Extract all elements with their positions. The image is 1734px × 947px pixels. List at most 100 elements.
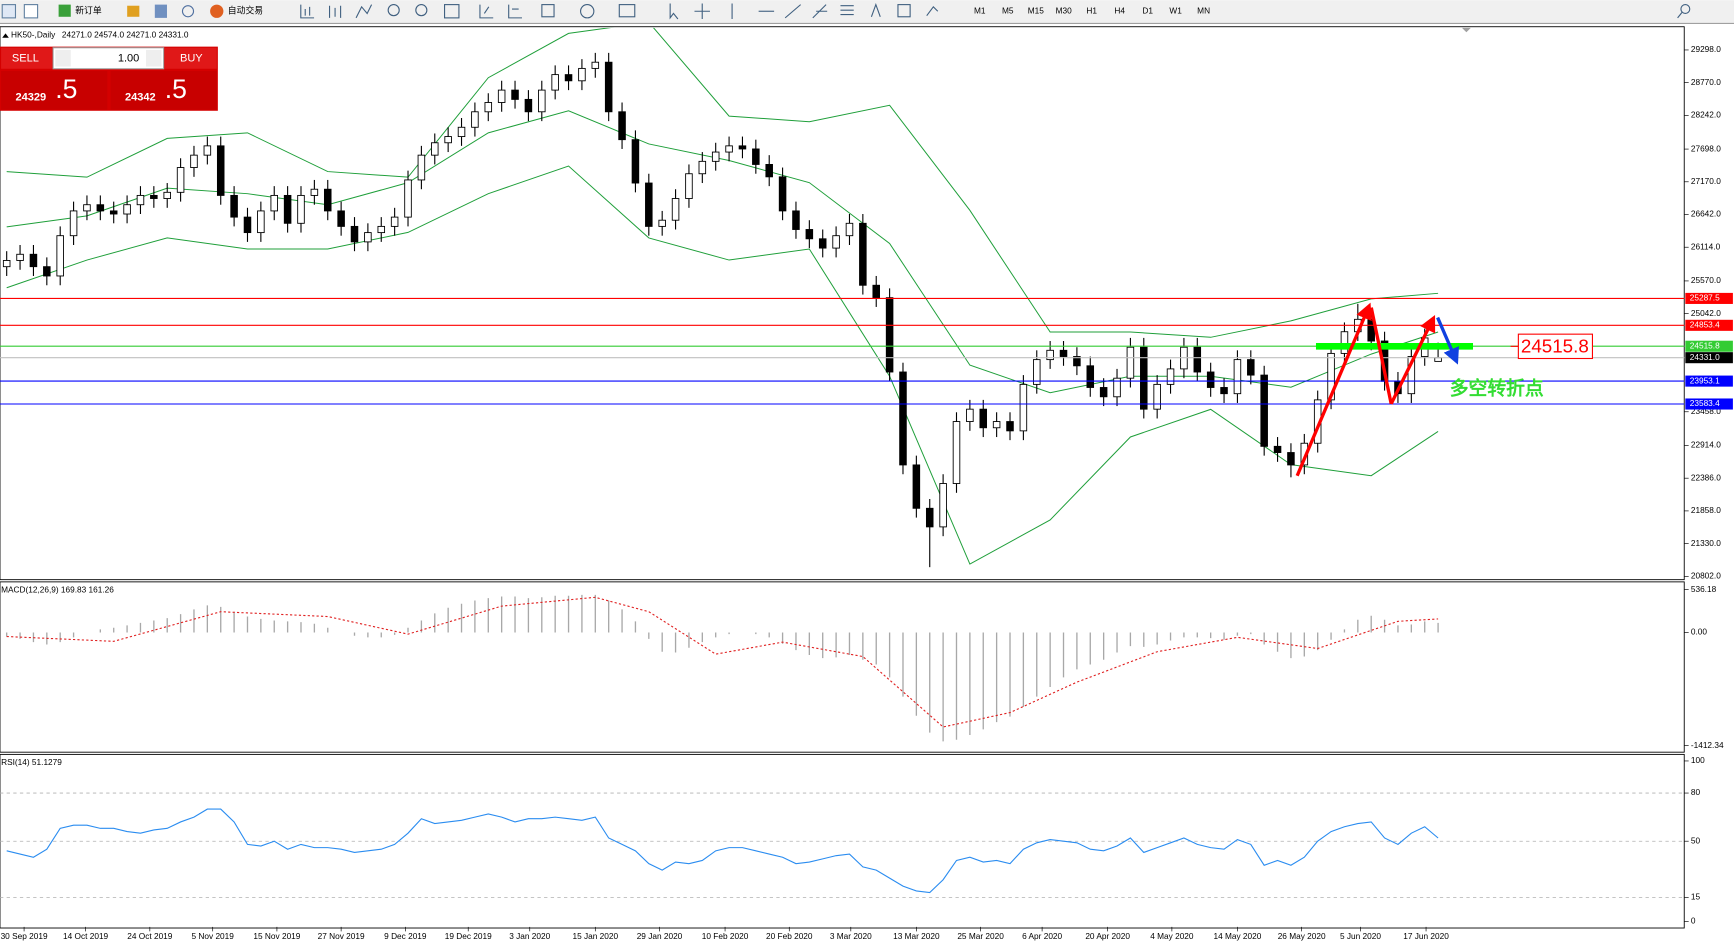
- spin-down[interactable]: [55, 49, 71, 67]
- candle-body: [444, 136, 452, 144]
- timeframe-button[interactable]: M15: [1028, 5, 1045, 15]
- candle-body: [631, 139, 640, 184]
- candle-body: [497, 89, 506, 103]
- candle-body: [899, 371, 907, 466]
- x-tick-label: 5 Jun 2020: [1340, 931, 1381, 941]
- buy-price-box[interactable]: [110, 70, 217, 110]
- candle-body: [805, 229, 814, 240]
- candle-body: [1006, 421, 1014, 432]
- x-tick-label: 19 Dec 2019: [445, 931, 492, 941]
- y-tick-label: 28242.0: [1691, 110, 1721, 120]
- y-tick-label: 25042.0: [1691, 308, 1721, 318]
- sell-price-box[interactable]: [1, 70, 108, 110]
- candle-body: [364, 232, 372, 243]
- level-label: 23953.1: [1690, 375, 1720, 385]
- price-box-label: 24515.8: [1521, 335, 1589, 356]
- candle-body: [511, 89, 519, 100]
- level-label-bg: [1685, 375, 1733, 387]
- timeframes: M1 M5 M15 M30 H1 H4 D1 W1 MN: [974, 5, 1210, 15]
- candle-body: [1220, 387, 1228, 395]
- icon: [479, 4, 494, 19]
- candle-body: [1046, 349, 1054, 361]
- candle-body: [578, 67, 586, 82]
- candle-body: [150, 194, 158, 199]
- candle-body: [564, 74, 573, 82]
- candle-body: [1233, 359, 1242, 395]
- tool-icons[interactable]: [300, 2, 1691, 20]
- timeframe-button[interactable]: M5: [1002, 5, 1014, 15]
- candle-body: [310, 188, 319, 196]
- candle-body: [671, 198, 680, 221]
- icon[interactable]: [154, 4, 167, 18]
- candle-body: [1273, 445, 1282, 453]
- candle-body: [1086, 365, 1095, 388]
- macd-pane: [0, 581, 1685, 753]
- x-tick-label: 10 Feb 2020: [702, 931, 749, 941]
- candle-body: [109, 210, 118, 215]
- candle-body: [551, 74, 559, 91]
- icon: [669, 3, 679, 20]
- icon: [210, 4, 224, 18]
- level-label-bg: [1685, 292, 1733, 304]
- toolbar: [0, 0, 1734, 24]
- x-tick-label: 17 Jun 2020: [1403, 931, 1449, 941]
- x-tick-label: 14 May 2020: [1213, 931, 1261, 941]
- level-label: 23583.4: [1690, 398, 1720, 408]
- plot: [2, 27, 1442, 568]
- icon: [870, 2, 881, 17]
- icon: [541, 4, 555, 18]
- y-tick-label: 50: [1691, 835, 1701, 845]
- icon[interactable]: [181, 5, 195, 18]
- candle-body: [1033, 359, 1041, 385]
- x-tick-label: 30 Sep 2019: [1, 931, 48, 941]
- candle-body: [538, 89, 546, 113]
- timeframe-button[interactable]: H4: [1114, 5, 1125, 15]
- order-panel: SELL 1.00 BUY 24329 .5 24342 .5: [0, 46, 218, 111]
- candle-body: [1059, 349, 1068, 357]
- spin-up[interactable]: [145, 49, 162, 67]
- icon[interactable]: [1, 4, 17, 19]
- new-order-button[interactable]: 新订单: [58, 5, 102, 17]
- y-tick-label: 0.00: [1691, 627, 1708, 637]
- level-label: 24331.0: [1690, 352, 1720, 362]
- candle-body: [698, 160, 707, 175]
- candle-body: [457, 126, 466, 138]
- candle-body: [257, 210, 265, 234]
- level-label-bg: [1685, 398, 1733, 410]
- candle-body: [1193, 346, 1202, 373]
- candle-body: [190, 154, 198, 168]
- icon[interactable]: [127, 5, 140, 17]
- sell-button[interactable]: [1, 47, 52, 69]
- candle-body: [123, 204, 131, 215]
- level-label-bg: [1685, 319, 1733, 331]
- y-tick-label: 80: [1691, 787, 1701, 797]
- x-tick-label: 6 Apr 2020: [1022, 931, 1062, 941]
- timeframe-button[interactable]: M30: [1056, 5, 1073, 15]
- x-tick-label: 27 Nov 2019: [318, 931, 365, 941]
- timeframe-button[interactable]: M1: [974, 5, 986, 15]
- icon[interactable]: [23, 4, 39, 19]
- level-label-bg: [1685, 340, 1733, 352]
- y-tick-label: 26114.0: [1691, 241, 1721, 251]
- candle-body: [952, 421, 961, 484]
- lot-input[interactable]: [52, 47, 165, 70]
- level-label-bg: [1685, 352, 1733, 364]
- y-tick-label: 27170.0: [1691, 176, 1721, 186]
- icon: [387, 4, 400, 17]
- candle-body: [711, 151, 720, 162]
- timeframe-button[interactable]: W1: [1169, 5, 1182, 15]
- icon: [897, 4, 911, 18]
- candle-body: [618, 111, 626, 141]
- buy-label: BUY: [180, 53, 203, 65]
- buy-button[interactable]: [164, 47, 217, 69]
- candle-body: [29, 253, 38, 268]
- candle-body: [43, 266, 51, 277]
- auto-trading-button[interactable]: 自动交易: [210, 5, 263, 18]
- candle-body: [818, 238, 827, 249]
- timeframe-button[interactable]: H1: [1086, 5, 1097, 15]
- pane-title-text: MACD(12,26,9) 169.83 161.26: [1, 585, 114, 595]
- x-tick-label: 15 Jan 2020: [573, 931, 619, 941]
- timeframe-button[interactable]: MN: [1197, 5, 1210, 15]
- timeframe-button[interactable]: D1: [1142, 5, 1153, 15]
